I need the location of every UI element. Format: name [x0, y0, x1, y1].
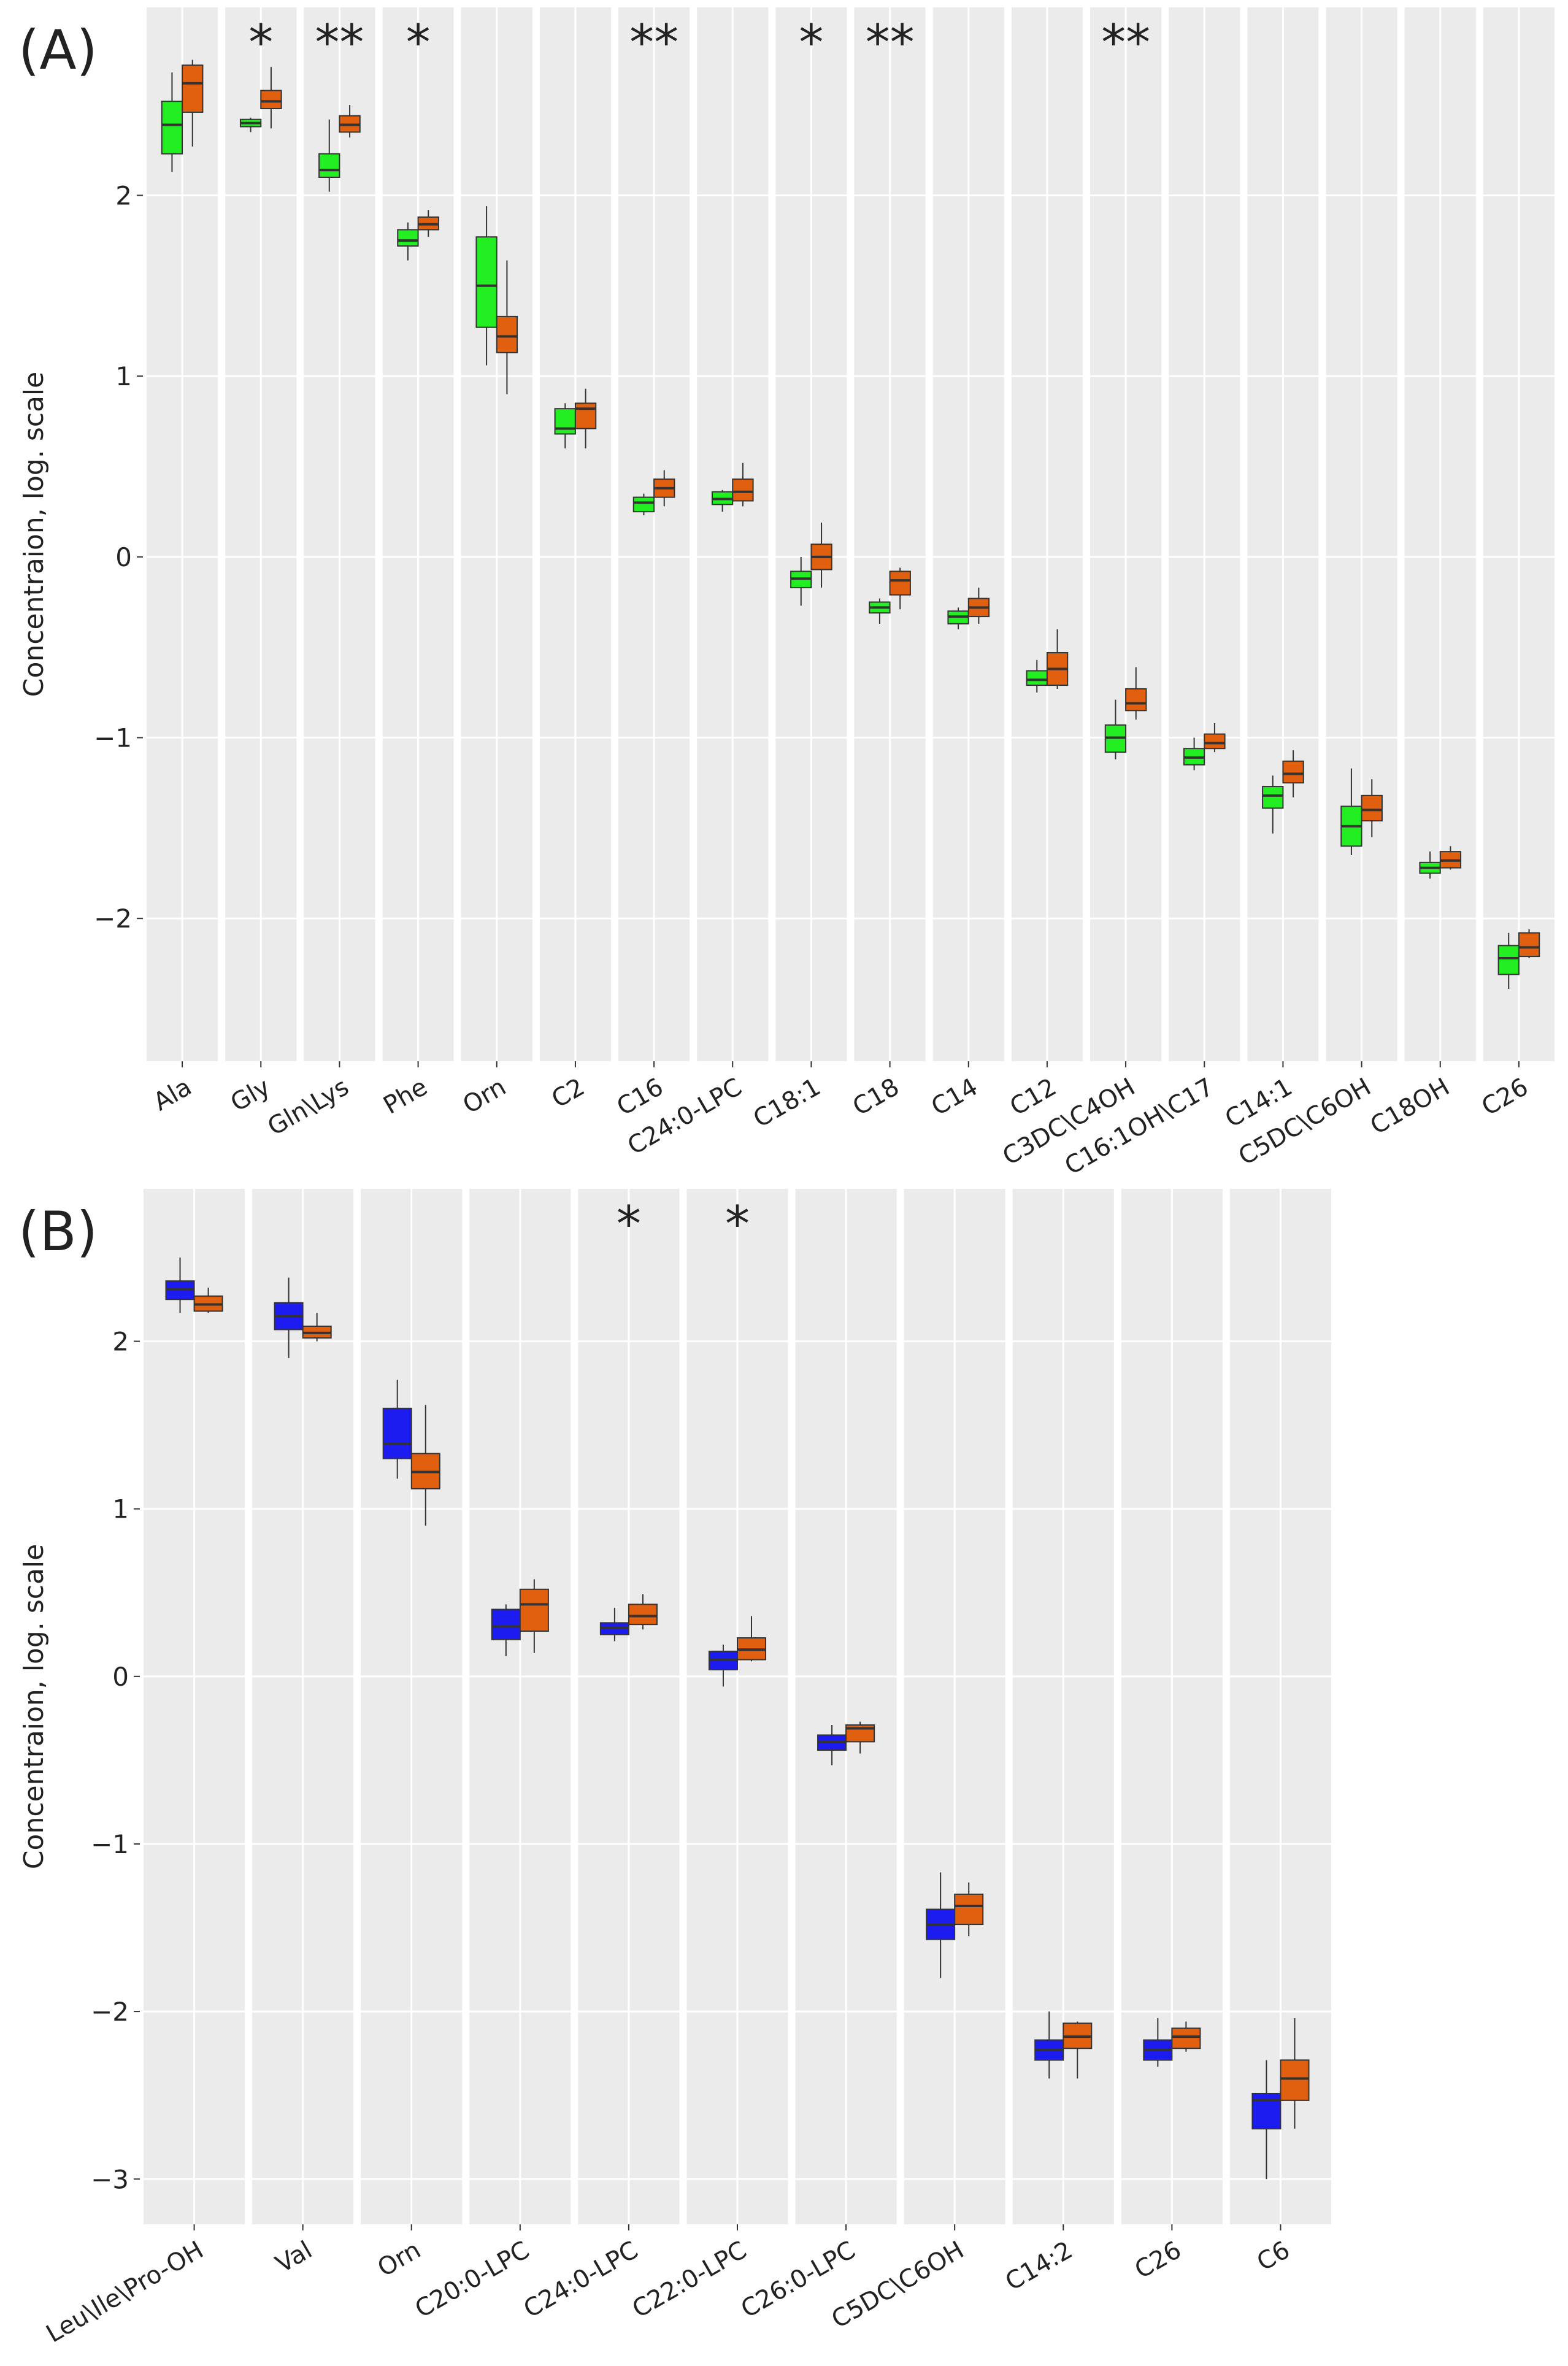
x-tick-label: C18OH — [1366, 1073, 1455, 1140]
y-tick-label: 0 — [112, 1662, 129, 1692]
box — [491, 1608, 521, 1640]
box — [397, 229, 419, 247]
significance-marker: ** — [866, 14, 915, 71]
box — [1497, 945, 1520, 975]
box — [260, 90, 282, 110]
y-tick-label: −2 — [94, 904, 132, 934]
box — [475, 236, 498, 328]
significance-marker: ** — [629, 14, 678, 71]
x-tick-label: Leu\Ile\Pro-OH — [42, 2236, 209, 2349]
x-tick-label: C24:0-LPC — [519, 2236, 643, 2324]
x-tick-label: C6 — [1252, 2236, 1294, 2277]
y-axis-label: Concentraion, log. scale — [18, 1544, 50, 1869]
box — [554, 408, 576, 435]
box — [382, 1407, 412, 1459]
x-tick-label: Orn — [458, 1073, 511, 1120]
significance-marker: * — [617, 1196, 641, 1253]
x-tick-label: C26 — [1477, 1073, 1533, 1121]
x-tick-label: C18:1 — [748, 1073, 825, 1134]
box — [1026, 670, 1048, 686]
box — [318, 153, 340, 179]
y-tick-label: 1 — [115, 361, 132, 391]
x-tick-label: C12 — [1005, 1073, 1061, 1121]
x-tick-label: C18 — [848, 1073, 904, 1121]
x-tick-label: C2 — [547, 1073, 590, 1114]
x-tick-label: C16 — [612, 1073, 668, 1121]
box — [1204, 733, 1226, 750]
box — [161, 101, 183, 155]
box — [954, 1893, 984, 1926]
x-tick-label: C5DC\C6OH — [1234, 1073, 1375, 1171]
y-axis-label: Concentraion, log. scale — [18, 372, 50, 697]
box — [1171, 2027, 1201, 2049]
box — [889, 570, 911, 596]
x-tick-label: C14 — [926, 1073, 982, 1121]
x-tick-label: C26 — [1130, 2236, 1186, 2284]
significance-marker: * — [725, 1196, 750, 1253]
box — [1280, 2059, 1310, 2101]
y-tick-label: 0 — [115, 542, 132, 572]
y-tick-label: −1 — [91, 1829, 129, 1859]
box — [182, 64, 204, 113]
box — [1262, 786, 1284, 809]
x-tick-label: Gln\Lys — [263, 1073, 354, 1142]
box — [1251, 2092, 1282, 2130]
box — [574, 402, 597, 429]
y-tick-label: 2 — [115, 180, 132, 210]
box — [628, 1604, 658, 1626]
box — [519, 1588, 549, 1632]
box — [1125, 688, 1147, 712]
x-tick-label: Phe — [379, 1073, 432, 1120]
significance-marker: * — [406, 14, 431, 71]
box — [1282, 760, 1304, 784]
x-tick-label: Val — [271, 2236, 317, 2279]
box — [632, 496, 655, 513]
y-tick-label: 1 — [112, 1494, 129, 1524]
y-tick-label: −3 — [91, 2164, 129, 2194]
y-tick-label: −2 — [91, 1997, 129, 2027]
significance-marker: ** — [1101, 14, 1150, 71]
x-tick-label: C14:2 — [1001, 2236, 1077, 2297]
box — [496, 315, 518, 353]
significance-marker: * — [248, 14, 273, 71]
x-tick-label: C20:0-LPC — [410, 2236, 534, 2324]
significance-marker: ** — [315, 14, 364, 71]
box — [1361, 794, 1383, 822]
x-tick-label: Orn — [373, 2236, 426, 2283]
panel-label: (B) — [18, 1200, 98, 1263]
significance-marker: * — [799, 14, 823, 71]
y-tick-label: 2 — [112, 1327, 129, 1357]
box — [732, 478, 754, 502]
panel-label: (A) — [18, 18, 98, 82]
x-tick-label: C22:0-LPC — [628, 2236, 751, 2324]
x-tick-label: Ala — [149, 1073, 197, 1116]
box — [1518, 932, 1540, 958]
x-tick-label: Gly — [226, 1073, 275, 1118]
y-tick-label: −1 — [94, 723, 132, 753]
